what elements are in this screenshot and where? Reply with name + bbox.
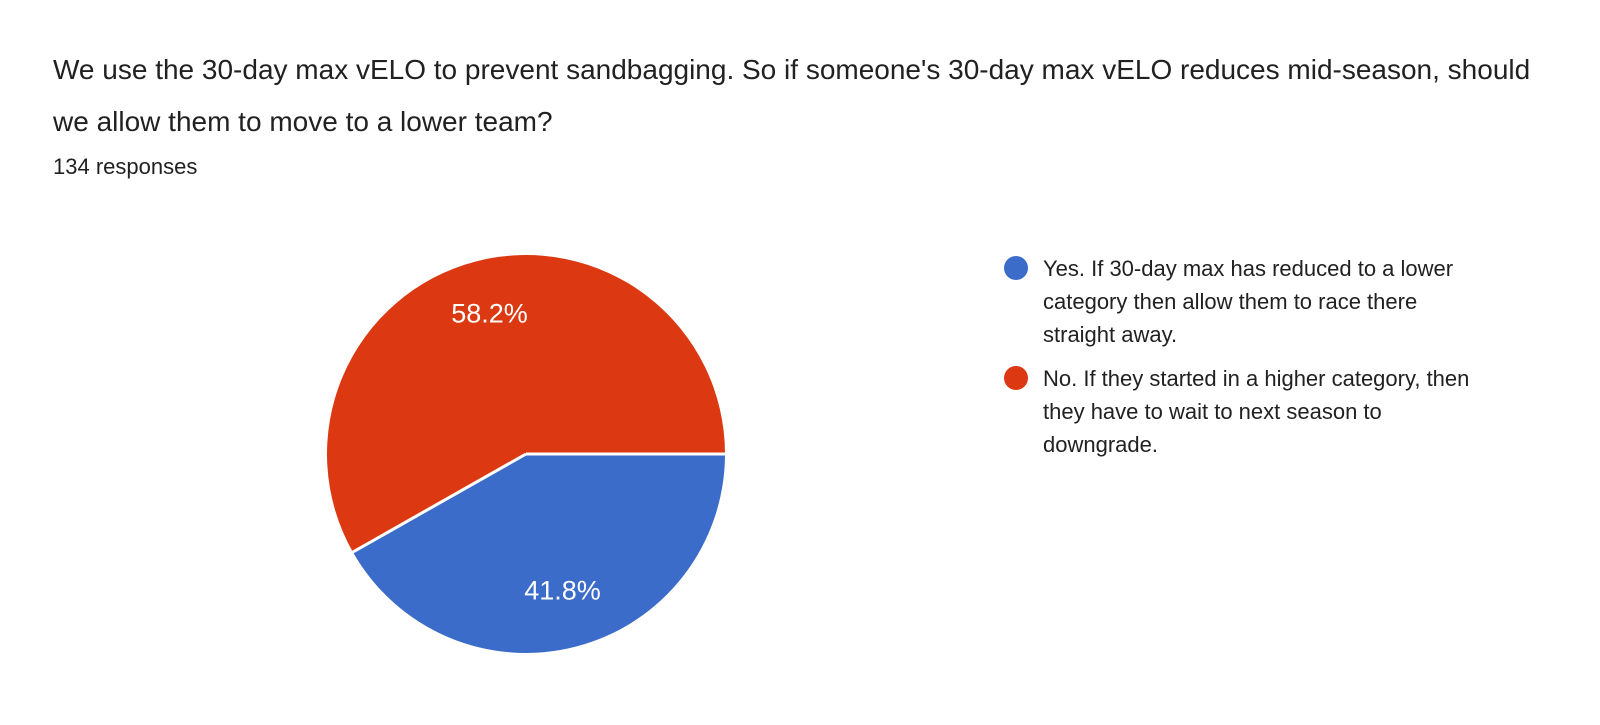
slice-separator — [352, 452, 527, 554]
legend-item: Yes. If 30-day max has reduced to a lowe… — [1004, 252, 1474, 351]
legend-color-dot-icon — [1004, 256, 1028, 280]
legend-label: No. If they started in a higher category… — [1043, 366, 1470, 457]
pie-slice-label: 58.2% — [451, 299, 528, 329]
legend-item: No. If they started in a higher category… — [1004, 362, 1474, 461]
pie-chart: 41.8% 58.2% — [327, 255, 725, 653]
legend-color-dot-icon — [1004, 366, 1028, 390]
pie-slice[interactable] — [327, 255, 725, 553]
question-title: We use the 30-day max vELO to prevent sa… — [53, 54, 1531, 137]
response-count: 134 responses — [53, 154, 198, 179]
pie-slice-label: 41.8% — [524, 576, 601, 606]
legend-label: Yes. If 30-day max has reduced to a lowe… — [1043, 256, 1454, 347]
legend: Yes. If 30-day max has reduced to a lowe… — [1004, 252, 1474, 472]
pie-slice[interactable] — [352, 454, 725, 653]
